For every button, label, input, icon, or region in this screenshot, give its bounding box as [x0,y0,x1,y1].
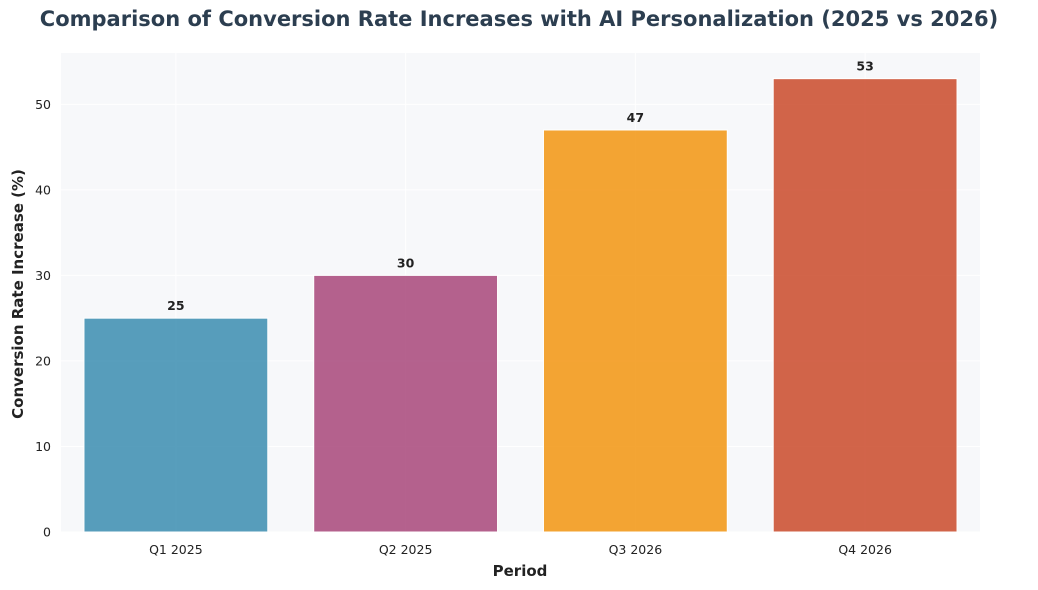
bar-q4-2026 [772,78,958,533]
data-label: 25 [167,298,184,313]
x-tick-label: Q3 2026 [609,542,663,557]
data-labels: 25 30 47 53 [167,59,874,313]
y-axis-ticks: 0 10 20 30 40 50 [35,97,51,540]
y-tick-label: 10 [35,439,51,454]
x-tick-label: Q1 2025 [149,542,203,557]
y-tick-label: 20 [35,353,51,368]
data-label: 30 [397,255,415,270]
chart-title: Comparison of Conversion Rate Increases … [40,7,998,31]
y-tick-label: 50 [35,97,51,112]
y-tick-label: 30 [35,268,51,283]
y-tick-label: 40 [35,182,51,197]
bar-q3-2026 [542,129,728,533]
bars [83,78,958,533]
x-tick-label: Q2 2025 [379,542,433,557]
x-tick-label: Q4 2026 [838,542,892,557]
data-label: 53 [856,59,873,74]
x-axis-ticks: Q1 2025 Q2 2025 Q3 2026 Q4 2026 [149,542,892,557]
bar-q1-2025 [83,317,269,533]
x-axis-label: Period [493,562,548,580]
y-axis-label: Conversion Rate Increase (%) [9,169,27,419]
data-label: 47 [627,110,644,125]
bar-q2-2025 [313,274,499,533]
y-tick-label: 0 [43,525,51,540]
